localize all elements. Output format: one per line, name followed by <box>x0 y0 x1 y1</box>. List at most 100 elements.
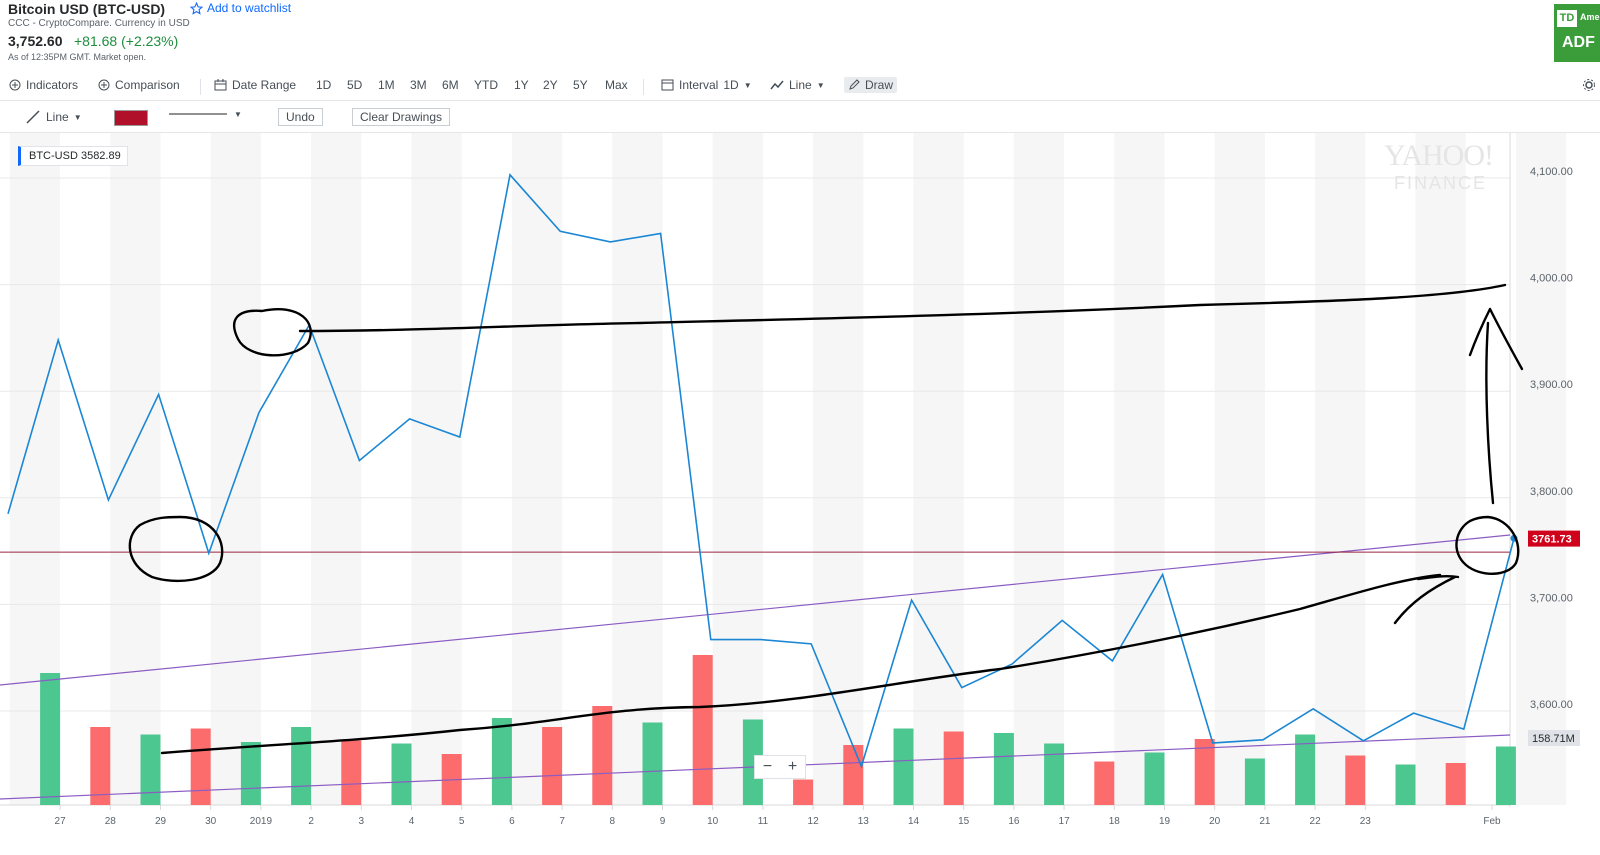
draw-button[interactable]: Draw <box>844 77 898 93</box>
drawn-arrow-right <box>1393 574 1460 625</box>
drawn-circle-last <box>1455 515 1520 575</box>
x-tick-label: 10 <box>707 816 719 827</box>
grid-stripe <box>511 133 563 805</box>
range-max[interactable]: Max <box>605 78 628 92</box>
settings-button[interactable] <box>1582 78 1596 92</box>
interval-icon <box>661 79 674 91</box>
x-tick-label: Feb <box>1483 816 1501 827</box>
volume-bar <box>40 673 61 805</box>
comparison-button[interactable]: Comparison <box>98 78 180 92</box>
x-tick-label: 22 <box>1310 816 1322 827</box>
price-change: +81.68 (+2.23%) <box>74 33 179 49</box>
undo-button[interactable]: Undo <box>278 108 323 126</box>
add-to-watchlist-link[interactable]: Add to watchlist <box>190 1 291 15</box>
zoom-controls: − + <box>754 755 806 779</box>
price-series-line <box>7 173 1515 769</box>
line-style-dropdown[interactable]: ▼ <box>169 109 242 119</box>
range-ytd[interactable]: YTD <box>474 78 498 92</box>
grid-stripe <box>311 133 362 805</box>
range-5d[interactable]: 5D <box>347 78 362 92</box>
chevron-down-icon: ▼ <box>743 80 752 90</box>
toolbar-divider <box>643 79 644 95</box>
page-title: Bitcoin USD (BTC-USD) <box>8 1 166 17</box>
range-1m[interactable]: 1M <box>378 78 395 92</box>
x-tick-label: 27 <box>55 816 67 827</box>
range-3m[interactable]: 3M <box>410 78 427 92</box>
clear-drawings-button[interactable]: Clear Drawings <box>352 108 451 126</box>
y-tick-label: 3,800.00 <box>1530 486 1573 498</box>
volume-bar <box>1194 739 1215 805</box>
drawing-toolbar: Line ▼ ▼ Undo Clear Drawings <box>0 104 1600 133</box>
indicators-button[interactable]: Indicators <box>9 78 78 92</box>
range-2y[interactable]: 2Y <box>543 78 558 92</box>
x-tick-label: 5 <box>459 816 465 827</box>
x-tick-label: 17 <box>1059 816 1071 827</box>
range-label: 1D <box>316 78 332 92</box>
volume-bar <box>1144 752 1165 805</box>
line-tool-dropdown[interactable]: Line ▼ <box>25 109 82 125</box>
x-tick-label: 29 <box>155 816 167 827</box>
trend-line-upper <box>0 534 1511 686</box>
y-tick-label: 4,100.00 <box>1530 166 1573 178</box>
plus-circle-icon <box>98 79 110 91</box>
volume-bar <box>1395 764 1416 805</box>
grid-stripe <box>913 133 964 805</box>
zoom-out-button[interactable]: − <box>762 758 773 775</box>
date-range-label: Date Range <box>232 78 297 92</box>
color-swatch <box>114 110 148 126</box>
grid-stripe <box>1315 133 1366 805</box>
volume-bar <box>893 728 914 805</box>
price-chart[interactable]: 3,600.00 3,700.00 3,800.00 3,900.00 4,000.00… <box>0 133 1600 850</box>
color-picker[interactable] <box>114 110 148 126</box>
range-label: Max <box>605 78 628 92</box>
range-1d[interactable]: 1D <box>316 78 331 92</box>
diagonal-line-icon <box>26 110 40 124</box>
x-tick-label: 9 <box>660 816 666 827</box>
x-tick-label: 21 <box>1259 816 1271 827</box>
finance-watermark: FINANCE <box>1394 173 1488 193</box>
range-label: 6M <box>442 78 459 92</box>
volume-bar <box>642 722 663 805</box>
volume-bar <box>291 727 312 805</box>
chevron-down-icon: ▼ <box>816 80 825 90</box>
drawn-arrow-up-shaft <box>1485 321 1495 505</box>
range-label: 2Y <box>543 78 558 92</box>
grid-stripe <box>1013 133 1065 805</box>
x-tick-label: 19 <box>1159 816 1171 827</box>
range-label: 1M <box>378 78 395 92</box>
x-tick-label: 30 <box>205 816 217 827</box>
range-6m[interactable]: 6M <box>442 78 459 92</box>
grid-stripe <box>1114 133 1165 805</box>
chart-area[interactable]: 3,600.00 3,700.00 3,800.00 3,900.00 4,000.00… <box>0 133 1600 850</box>
range-label: 5D <box>347 78 363 92</box>
ad-text: ADF <box>1562 34 1595 51</box>
range-label: 5Y <box>573 78 588 92</box>
zoom-in-button[interactable]: + <box>787 758 798 775</box>
grid-stripe <box>813 133 864 805</box>
undo-button-wrap: Undo <box>278 108 323 126</box>
x-tick-label: 2 <box>308 816 314 827</box>
advertisement[interactable]: TD Ame ADF <box>1554 4 1600 62</box>
volume-bar <box>1345 755 1366 805</box>
volume-bar <box>943 731 964 805</box>
grid-stripe <box>1415 133 1466 805</box>
x-tick-label: 14 <box>908 816 920 827</box>
volume-bar <box>793 779 814 805</box>
calendar-icon <box>214 79 227 91</box>
x-tick-label: 3 <box>359 816 365 827</box>
volume-bar <box>993 733 1014 805</box>
y-tick-label: 4,000.00 <box>1530 273 1573 285</box>
interval-label: Interval <box>679 78 719 92</box>
x-tick-label: 12 <box>808 816 820 827</box>
draw-label: Draw <box>865 78 894 92</box>
volume-bar <box>1244 758 1265 805</box>
volume-bar <box>391 743 412 805</box>
drawn-circle-top <box>232 308 312 357</box>
y-tick-label: 3,700.00 <box>1530 592 1573 604</box>
chart-type-dropdown[interactable]: Line ▼ <box>770 78 825 92</box>
range-5y[interactable]: 5Y <box>573 78 588 92</box>
range-1y[interactable]: 1Y <box>514 78 529 92</box>
interval-dropdown[interactable]: Interval 1D ▼ <box>661 78 752 92</box>
x-tick-label: 23 <box>1360 816 1372 827</box>
date-range-button[interactable]: Date Range <box>214 78 296 92</box>
